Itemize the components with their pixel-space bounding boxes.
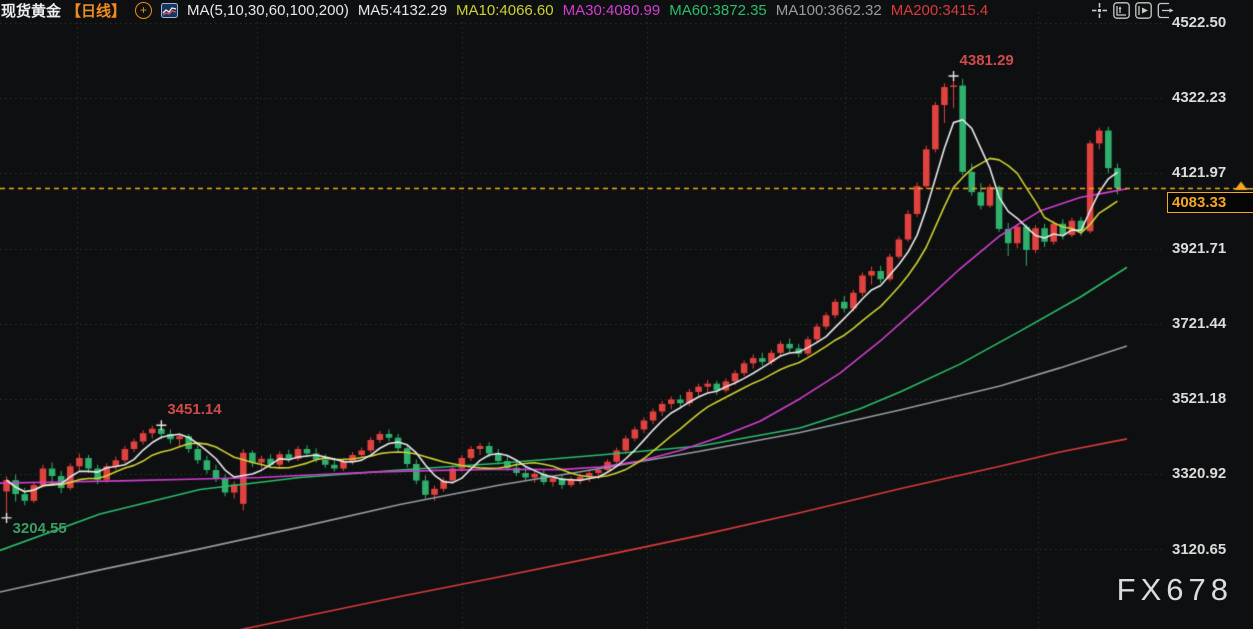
play-forward-chart-icon[interactable] (1135, 2, 1152, 19)
y-axis-tick: 3120.65 (1172, 541, 1227, 558)
symbol-name: 现货黄金 (1, 2, 62, 20)
y-axis-tick: 3921.71 (1172, 240, 1227, 257)
pan-right-icon[interactable] (1157, 2, 1174, 19)
low-price-annotation: 3204.55 (12, 519, 67, 537)
indicator-thumbnail-icon[interactable] (161, 2, 179, 18)
y-axis-tick: 3320.92 (1172, 465, 1227, 482)
ma200-value: MA200:3415.4 (890, 1, 989, 19)
swing-high-annotation: 3451.14 (167, 401, 222, 419)
snap-left-chart-icon[interactable] (1113, 2, 1130, 19)
y-axis-tick: 4121.97 (1172, 164, 1227, 181)
timeframe-label: 【日线】 (66, 2, 127, 20)
ma-group-label: MA(5,10,30,60,100,200) (187, 1, 349, 19)
y-axis-tick: 4322.23 (1172, 89, 1227, 106)
high-price-annotation: 4381.29 (959, 52, 1014, 70)
ma10-value: MA10:4066.60 (456, 1, 554, 19)
y-axis-tick: 4522.50 (1172, 14, 1227, 31)
fx678-watermark: FX678 (1116, 572, 1233, 607)
crosshair-icon[interactable] (1091, 2, 1108, 19)
ma60-value: MA60:3872.35 (669, 1, 767, 19)
chart-toolbar (1091, 2, 1174, 19)
ma5-value: MA5:4132.29 (357, 1, 448, 19)
y-axis-tick: 3721.44 (1172, 315, 1227, 332)
y-axis-tick: 3521.18 (1172, 390, 1227, 407)
current-price-badge: 4083.33 (1167, 192, 1253, 213)
chart-legend: 现货黄金 【日线】 + MA(5,10,30,60,100,200) MA5:4… (1, 0, 988, 20)
ma100-value: MA100:3662.32 (775, 1, 882, 19)
add-compare-button plus-circle-icon[interactable]: + (135, 1, 153, 19)
ma30-value: MA30:4080.99 (562, 1, 661, 19)
